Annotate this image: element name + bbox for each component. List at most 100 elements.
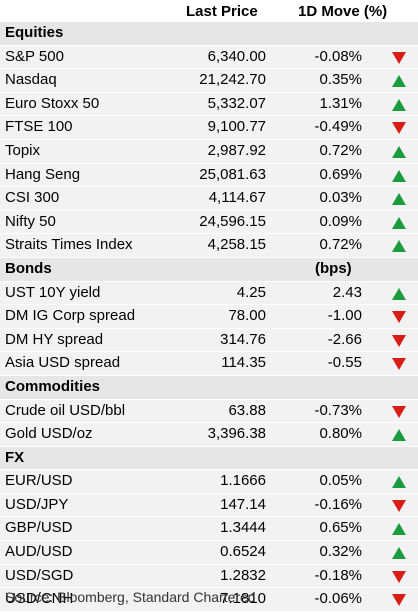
table-row: Hang Seng 25,081.63 0.69% xyxy=(0,163,418,188)
row-last-price: 114.35 xyxy=(221,354,266,372)
row-1d-move: 1.31% xyxy=(319,94,362,112)
row-last-price: 21,242.70 xyxy=(199,71,266,89)
row-1d-move: -0.08% xyxy=(314,47,362,65)
row-name: GBP/USD xyxy=(5,519,73,537)
triangle-up-icon xyxy=(392,193,406,206)
table-row: UST 10Y yield 4.25 2.43 xyxy=(0,281,418,306)
triangle-down-icon xyxy=(392,499,406,512)
header-1d-move: 1D Move (%) xyxy=(298,3,388,20)
row-last-price: 314.76 xyxy=(220,330,266,348)
row-last-price: 24,596.15 xyxy=(199,212,266,230)
triangle-up-icon xyxy=(392,523,406,536)
row-last-price: 25,081.63 xyxy=(199,165,266,183)
row-name: USD/SGD xyxy=(5,566,74,584)
row-name: Euro Stoxx 50 xyxy=(5,94,100,112)
row-last-price: 1.2832 xyxy=(220,566,266,584)
row-name: Hang Seng xyxy=(5,165,81,183)
row-last-price: 7.1810 xyxy=(220,590,266,608)
row-last-price: 5,332.07 xyxy=(207,94,266,112)
section-title: FX xyxy=(5,448,25,466)
triangle-down-icon xyxy=(392,405,406,418)
row-name: EUR/USD xyxy=(5,472,73,490)
table-row: USD/SGD 1.2832 -0.18% xyxy=(0,564,418,589)
row-last-price: 4,258.15 xyxy=(207,236,266,254)
table-row: Crude oil USD/bbl 63.88 -0.73% xyxy=(0,399,418,424)
triangle-up-icon xyxy=(392,75,406,88)
triangle-down-icon xyxy=(392,358,406,371)
row-1d-move: 2.43 xyxy=(332,283,362,301)
row-last-price: 4.25 xyxy=(236,283,266,301)
table-row: Euro Stoxx 50 5,332.07 1.31% xyxy=(0,92,418,117)
triangle-down-icon xyxy=(392,594,406,607)
row-name: CSI 300 xyxy=(5,189,60,207)
row-name: DM IG Corp spread xyxy=(5,307,136,325)
row-1d-move: -1.00 xyxy=(327,307,362,325)
row-1d-move: 0.72% xyxy=(319,141,362,159)
triangle-up-icon xyxy=(392,547,406,560)
row-name: USD/JPY xyxy=(5,495,69,513)
row-last-price: 63.88 xyxy=(228,401,266,419)
table-row: DM HY spread 314.76 -2.66 xyxy=(0,328,418,353)
table-body: Equities S&P 500 6,340.00 -0.08% Nasdaq 21,24… xyxy=(0,22,418,612)
row-name: FTSE 100 xyxy=(5,118,73,136)
triangle-down-icon xyxy=(392,311,406,324)
table-row: Gold USD/oz 3,396.38 0.80% xyxy=(0,423,418,447)
row-1d-move: 0.69% xyxy=(319,165,362,183)
table-header: Last Price 1D Move (%) xyxy=(0,0,418,22)
row-name: Topix xyxy=(5,141,41,159)
triangle-down-icon xyxy=(392,51,406,64)
row-name: Nifty 50 xyxy=(5,212,56,230)
table-row: GBP/USD 1.3444 0.65% xyxy=(0,517,418,542)
row-1d-move: 0.05% xyxy=(319,472,362,490)
row-name: DM HY spread xyxy=(5,330,104,348)
row-1d-move: 0.09% xyxy=(319,212,362,230)
row-last-price: 9,100.77 xyxy=(207,118,266,136)
triangle-up-icon xyxy=(392,476,406,489)
row-last-price: 78.00 xyxy=(228,307,266,325)
section-header-equities: Equities xyxy=(0,22,418,46)
table-row: USD/JPY 147.14 -0.16% xyxy=(0,493,418,518)
table-row: AUD/USD 0.6524 0.32% xyxy=(0,541,418,565)
section-header-commodities: Commodities xyxy=(0,375,418,400)
table-row: USD/CNH 7.1810 -0.06% xyxy=(0,588,418,612)
table-row: Nifty 50 24,596.15 0.09% xyxy=(0,210,418,235)
row-1d-move: 0.03% xyxy=(319,189,362,207)
table-row: EUR/USD 1.1666 0.05% xyxy=(0,470,418,494)
section-header-fx: FX xyxy=(0,446,418,471)
triangle-up-icon xyxy=(392,169,406,182)
row-1d-move: -0.49% xyxy=(314,118,362,136)
triangle-up-icon xyxy=(392,216,406,229)
header-last-price: Last Price xyxy=(186,3,258,20)
triangle-up-icon xyxy=(392,429,406,442)
source-note: Source: Bloomberg, Standard Chartered xyxy=(5,589,256,605)
triangle-down-icon xyxy=(392,570,406,583)
row-1d-move: 0.72% xyxy=(319,236,362,254)
triangle-down-icon xyxy=(392,122,406,135)
table-row: Nasdaq 21,242.70 0.35% xyxy=(0,69,418,93)
row-1d-move: -0.73% xyxy=(314,401,362,419)
table-row: Topix 2,987.92 0.72% xyxy=(0,139,418,164)
row-1d-move: 0.65% xyxy=(319,519,362,537)
triangle-up-icon xyxy=(392,145,406,158)
row-name: S&P 500 xyxy=(5,47,64,65)
row-last-price: 1.3444 xyxy=(220,519,266,537)
table-row: FTSE 100 9,100.77 -0.49% xyxy=(0,116,418,140)
row-last-price: 3,396.38 xyxy=(207,425,266,443)
row-1d-move: -0.16% xyxy=(314,495,362,513)
row-name: AUD/USD xyxy=(5,543,73,561)
table-row: S&P 500 6,340.00 -0.08% xyxy=(0,45,418,70)
row-1d-move: 0.35% xyxy=(319,71,362,89)
row-name: USD/CNH xyxy=(5,590,74,608)
table-row: DM IG Corp spread 78.00 -1.00 xyxy=(0,305,418,329)
triangle-up-icon xyxy=(392,98,406,111)
row-1d-move: -2.66 xyxy=(327,330,362,348)
table-row: Asia USD spread 114.35 -0.55 xyxy=(0,352,418,376)
section-header-bonds: Bonds (bps) xyxy=(0,257,418,282)
row-last-price: 0.6524 xyxy=(220,543,266,561)
row-1d-move: -0.55 xyxy=(327,354,362,372)
row-1d-move: 0.80% xyxy=(319,425,362,443)
row-name: Nasdaq xyxy=(5,71,57,89)
triangle-up-icon xyxy=(392,287,406,300)
row-last-price: 1.1666 xyxy=(220,472,266,490)
